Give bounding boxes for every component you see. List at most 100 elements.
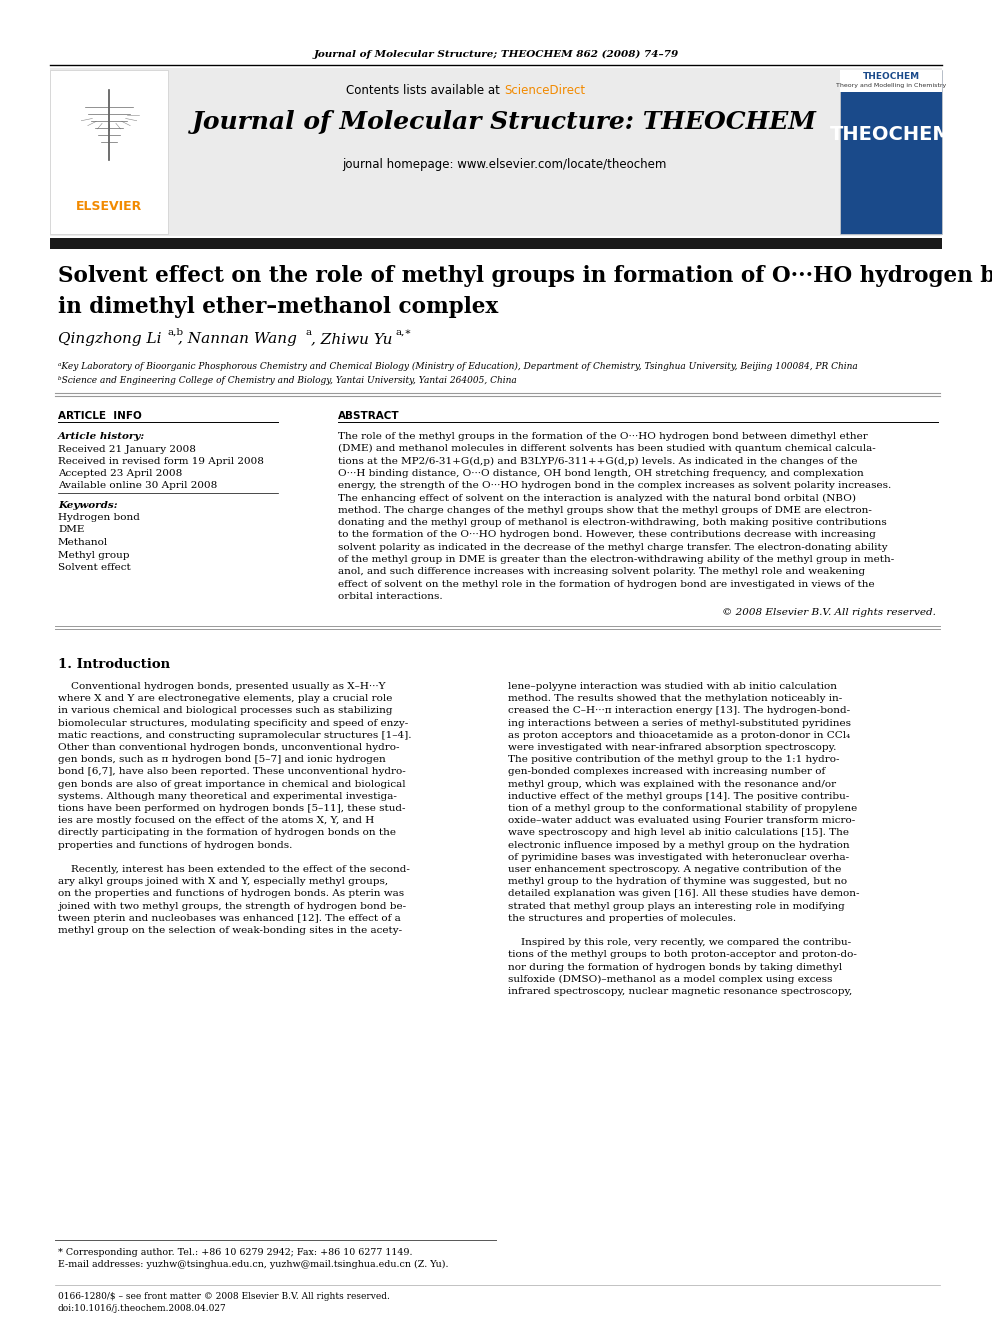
Text: ELSEVIER: ELSEVIER bbox=[75, 200, 142, 213]
Text: tions at the MP2/6-31+G(d,p) and B3LYP/6-311++G(d,p) levels. As indicated in the: tions at the MP2/6-31+G(d,p) and B3LYP/6… bbox=[338, 456, 857, 466]
Text: Received in revised form 19 April 2008: Received in revised form 19 April 2008 bbox=[58, 456, 264, 466]
Text: Accepted 23 April 2008: Accepted 23 April 2008 bbox=[58, 468, 183, 478]
FancyBboxPatch shape bbox=[50, 70, 168, 234]
Text: Other than conventional hydrogen bonds, unconventional hydro-: Other than conventional hydrogen bonds, … bbox=[58, 744, 400, 751]
Text: were investigated with near-infrared absorption spectroscopy.: were investigated with near-infrared abs… bbox=[508, 744, 836, 751]
Text: gen-bonded complexes increased with increasing number of: gen-bonded complexes increased with incr… bbox=[508, 767, 825, 777]
Text: oxide–water adduct was evaluated using Fourier transform micro-: oxide–water adduct was evaluated using F… bbox=[508, 816, 855, 826]
Text: THEOCHEM: THEOCHEM bbox=[862, 71, 920, 81]
Text: Hydrogen bond: Hydrogen bond bbox=[58, 513, 140, 523]
Text: sulfoxide (DMSO)–methanol as a model complex using excess: sulfoxide (DMSO)–methanol as a model com… bbox=[508, 975, 832, 984]
Text: a,∗: a,∗ bbox=[395, 328, 412, 337]
Text: energy, the strength of the O···HO hydrogen bond in the complex increases as sol: energy, the strength of the O···HO hydro… bbox=[338, 482, 891, 491]
Text: ies are mostly focused on the effect of the atoms X, Y, and H: ies are mostly focused on the effect of … bbox=[58, 816, 374, 826]
FancyBboxPatch shape bbox=[840, 70, 942, 93]
Text: methyl group on the selection of weak-bonding sites in the acety-: methyl group on the selection of weak-bo… bbox=[58, 926, 402, 935]
Text: Received 21 January 2008: Received 21 January 2008 bbox=[58, 445, 195, 454]
Text: Theory and Modelling in Chemistry: Theory and Modelling in Chemistry bbox=[836, 83, 946, 89]
Text: solvent polarity as indicated in the decrease of the methyl charge transfer. The: solvent polarity as indicated in the dec… bbox=[338, 542, 888, 552]
Text: ary alkyl groups joined with X and Y, especially methyl groups,: ary alkyl groups joined with X and Y, es… bbox=[58, 877, 388, 886]
Text: in dimethyl ether–methanol complex: in dimethyl ether–methanol complex bbox=[58, 296, 498, 318]
FancyBboxPatch shape bbox=[50, 238, 942, 249]
Text: user enhancement spectroscopy. A negative contribution of the: user enhancement spectroscopy. A negativ… bbox=[508, 865, 841, 875]
Text: 1. Introduction: 1. Introduction bbox=[58, 658, 170, 671]
Text: journal homepage: www.elsevier.com/locate/theochem: journal homepage: www.elsevier.com/locat… bbox=[342, 157, 667, 171]
Text: method. The results showed that the methylation noticeably in-: method. The results showed that the meth… bbox=[508, 695, 842, 704]
Text: of pyrimidine bases was investigated with heteronuclear overha-: of pyrimidine bases was investigated wit… bbox=[508, 853, 849, 861]
Text: joined with two methyl groups, the strength of hydrogen bond be-: joined with two methyl groups, the stren… bbox=[58, 901, 406, 910]
Text: Journal of Molecular Structure: THEOCHEM: Journal of Molecular Structure: THEOCHEM bbox=[191, 110, 816, 134]
Text: as proton acceptors and thioacetamide as a proton-donor in CCl₄: as proton acceptors and thioacetamide as… bbox=[508, 730, 850, 740]
Text: effect of solvent on the methyl role in the formation of hydrogen bond are inves: effect of solvent on the methyl role in … bbox=[338, 579, 875, 589]
Text: wave spectroscopy and high level ab initio calculations [15]. The: wave spectroscopy and high level ab init… bbox=[508, 828, 849, 837]
Text: Solvent effect: Solvent effect bbox=[58, 564, 131, 572]
Text: ᵃKey Laboratory of Bioorganic Phosphorous Chemistry and Chemical Biology (Minist: ᵃKey Laboratory of Bioorganic Phosphorou… bbox=[58, 363, 858, 372]
Text: in various chemical and biological processes such as stabilizing: in various chemical and biological proce… bbox=[58, 706, 393, 716]
Text: the structures and properties of molecules.: the structures and properties of molecul… bbox=[508, 914, 736, 923]
Text: * Corresponding author. Tel.: +86 10 6279 2942; Fax: +86 10 6277 1149.: * Corresponding author. Tel.: +86 10 627… bbox=[58, 1248, 413, 1257]
Text: ing interactions between a series of methyl-substituted pyridines: ing interactions between a series of met… bbox=[508, 718, 851, 728]
Text: methyl group to the hydration of thymine was suggested, but no: methyl group to the hydration of thymine… bbox=[508, 877, 847, 886]
Text: The positive contribution of the methyl group to the 1:1 hydro-: The positive contribution of the methyl … bbox=[508, 755, 839, 765]
Text: E-mail addresses: yuzhw@tsinghua.edu.cn, yuzhw@mail.tsinghua.edu.cn (Z. Yu).: E-mail addresses: yuzhw@tsinghua.edu.cn,… bbox=[58, 1259, 448, 1269]
Text: a,b: a,b bbox=[168, 328, 185, 337]
Text: methyl group, which was explained with the resonance and/or: methyl group, which was explained with t… bbox=[508, 779, 836, 789]
Text: creased the C–H···π interaction energy [13]. The hydrogen-bond-: creased the C–H···π interaction energy [… bbox=[508, 706, 850, 716]
Text: © 2008 Elsevier B.V. All rights reserved.: © 2008 Elsevier B.V. All rights reserved… bbox=[722, 609, 936, 618]
Text: ABSTRACT: ABSTRACT bbox=[338, 411, 400, 421]
Text: anol, and such difference increases with increasing solvent polarity. The methyl: anol, and such difference increases with… bbox=[338, 568, 865, 577]
FancyBboxPatch shape bbox=[50, 67, 942, 235]
Text: nor during the formation of hydrogen bonds by taking dimethyl: nor during the formation of hydrogen bon… bbox=[508, 963, 842, 971]
Text: ScienceDirect: ScienceDirect bbox=[504, 83, 585, 97]
Text: electronic influence imposed by a methyl group on the hydration: electronic influence imposed by a methyl… bbox=[508, 840, 849, 849]
Text: Methanol: Methanol bbox=[58, 538, 108, 546]
Text: DME: DME bbox=[58, 525, 84, 534]
Text: Contents lists available at: Contents lists available at bbox=[346, 83, 504, 97]
Text: tions of the methyl groups to both proton-acceptor and proton-do-: tions of the methyl groups to both proto… bbox=[508, 950, 857, 959]
Text: O···H binding distance, O···O distance, OH bond length, OH stretching frequency,: O···H binding distance, O···O distance, … bbox=[338, 468, 864, 478]
Text: , Nannan Wang: , Nannan Wang bbox=[178, 332, 297, 347]
Text: tion of a methyl group to the conformational stability of propylene: tion of a methyl group to the conformati… bbox=[508, 804, 857, 814]
Text: Methyl group: Methyl group bbox=[58, 550, 130, 560]
Text: infrared spectroscopy, nuclear magnetic resonance spectroscopy,: infrared spectroscopy, nuclear magnetic … bbox=[508, 987, 852, 996]
Text: to the formation of the O···HO hydrogen bond. However, these contributions decre: to the formation of the O···HO hydrogen … bbox=[338, 531, 876, 540]
Text: lene–polyyne interaction was studied with ab initio calculation: lene–polyyne interaction was studied wit… bbox=[508, 681, 837, 691]
Text: , Zhiwu Yu: , Zhiwu Yu bbox=[311, 332, 393, 347]
Text: where X and Y are electronegative elements, play a crucial role: where X and Y are electronegative elemen… bbox=[58, 695, 393, 704]
Text: Journal of Molecular Structure; THEOCHEM 862 (2008) 74–79: Journal of Molecular Structure; THEOCHEM… bbox=[313, 50, 679, 60]
Text: a: a bbox=[305, 328, 311, 337]
Text: Qingzhong Li: Qingzhong Li bbox=[58, 332, 162, 347]
Text: THEOCHEM: THEOCHEM bbox=[829, 126, 952, 144]
Text: tions have been performed on hydrogen bonds [5–11], these stud-: tions have been performed on hydrogen bo… bbox=[58, 804, 406, 814]
Text: Conventional hydrogen bonds, presented usually as X–H···Y: Conventional hydrogen bonds, presented u… bbox=[58, 681, 386, 691]
Text: method. The charge changes of the methyl groups show that the methyl groups of D: method. The charge changes of the methyl… bbox=[338, 505, 872, 515]
Text: properties and functions of hydrogen bonds.: properties and functions of hydrogen bon… bbox=[58, 840, 293, 849]
Text: matic reactions, and constructing supramolecular structures [1–4].: matic reactions, and constructing supram… bbox=[58, 730, 412, 740]
Text: 0166-1280/$ – see front matter © 2008 Elsevier B.V. All rights reserved.: 0166-1280/$ – see front matter © 2008 El… bbox=[58, 1293, 390, 1301]
Text: Recently, interest has been extended to the effect of the second-: Recently, interest has been extended to … bbox=[58, 865, 410, 875]
Text: Inspired by this role, very recently, we compared the contribu-: Inspired by this role, very recently, we… bbox=[508, 938, 851, 947]
Text: Keywords:: Keywords: bbox=[58, 501, 118, 509]
Text: (DME) and methanol molecules in different solvents has been studied with quantum: (DME) and methanol molecules in differen… bbox=[338, 445, 876, 454]
Text: on the properties and functions of hydrogen bonds. As pterin was: on the properties and functions of hydro… bbox=[58, 889, 404, 898]
FancyBboxPatch shape bbox=[840, 70, 942, 234]
Text: The enhancing effect of solvent on the interaction is analyzed with the natural : The enhancing effect of solvent on the i… bbox=[338, 493, 856, 503]
Text: Available online 30 April 2008: Available online 30 April 2008 bbox=[58, 482, 217, 490]
Text: directly participating in the formation of hydrogen bonds on the: directly participating in the formation … bbox=[58, 828, 396, 837]
Text: of the methyl group in DME is greater than the electron-withdrawing ability of t: of the methyl group in DME is greater th… bbox=[338, 556, 894, 564]
Text: doi:10.1016/j.theochem.2008.04.027: doi:10.1016/j.theochem.2008.04.027 bbox=[58, 1304, 227, 1312]
Text: strated that methyl group plays an interesting role in modifying: strated that methyl group plays an inter… bbox=[508, 901, 845, 910]
Text: ARTICLE  INFO: ARTICLE INFO bbox=[58, 411, 142, 421]
Text: systems. Although many theoretical and experimental investiga-: systems. Although many theoretical and e… bbox=[58, 791, 397, 800]
Text: Article history:: Article history: bbox=[58, 433, 145, 441]
Text: detailed explanation was given [16]. All these studies have demon-: detailed explanation was given [16]. All… bbox=[508, 889, 859, 898]
Text: ᵇScience and Engineering College of Chemistry and Biology, Yantai University, Ya: ᵇScience and Engineering College of Chem… bbox=[58, 376, 517, 385]
Text: Solvent effect on the role of methyl groups in formation of O···HO hydrogen bond: Solvent effect on the role of methyl gro… bbox=[58, 265, 992, 287]
Text: orbital interactions.: orbital interactions. bbox=[338, 591, 442, 601]
Text: biomolecular structures, modulating specificity and speed of enzy-: biomolecular structures, modulating spec… bbox=[58, 718, 409, 728]
Text: inductive effect of the methyl groups [14]. The positive contribu-: inductive effect of the methyl groups [1… bbox=[508, 791, 849, 800]
Text: tween pterin and nucleobases was enhanced [12]. The effect of a: tween pterin and nucleobases was enhance… bbox=[58, 914, 401, 923]
Text: donating and the methyl group of methanol is electron-withdrawing, both making p: donating and the methyl group of methano… bbox=[338, 519, 887, 527]
Text: gen bonds are also of great importance in chemical and biological: gen bonds are also of great importance i… bbox=[58, 779, 406, 789]
Text: gen bonds, such as π hydrogen bond [5–7] and ionic hydrogen: gen bonds, such as π hydrogen bond [5–7]… bbox=[58, 755, 386, 765]
